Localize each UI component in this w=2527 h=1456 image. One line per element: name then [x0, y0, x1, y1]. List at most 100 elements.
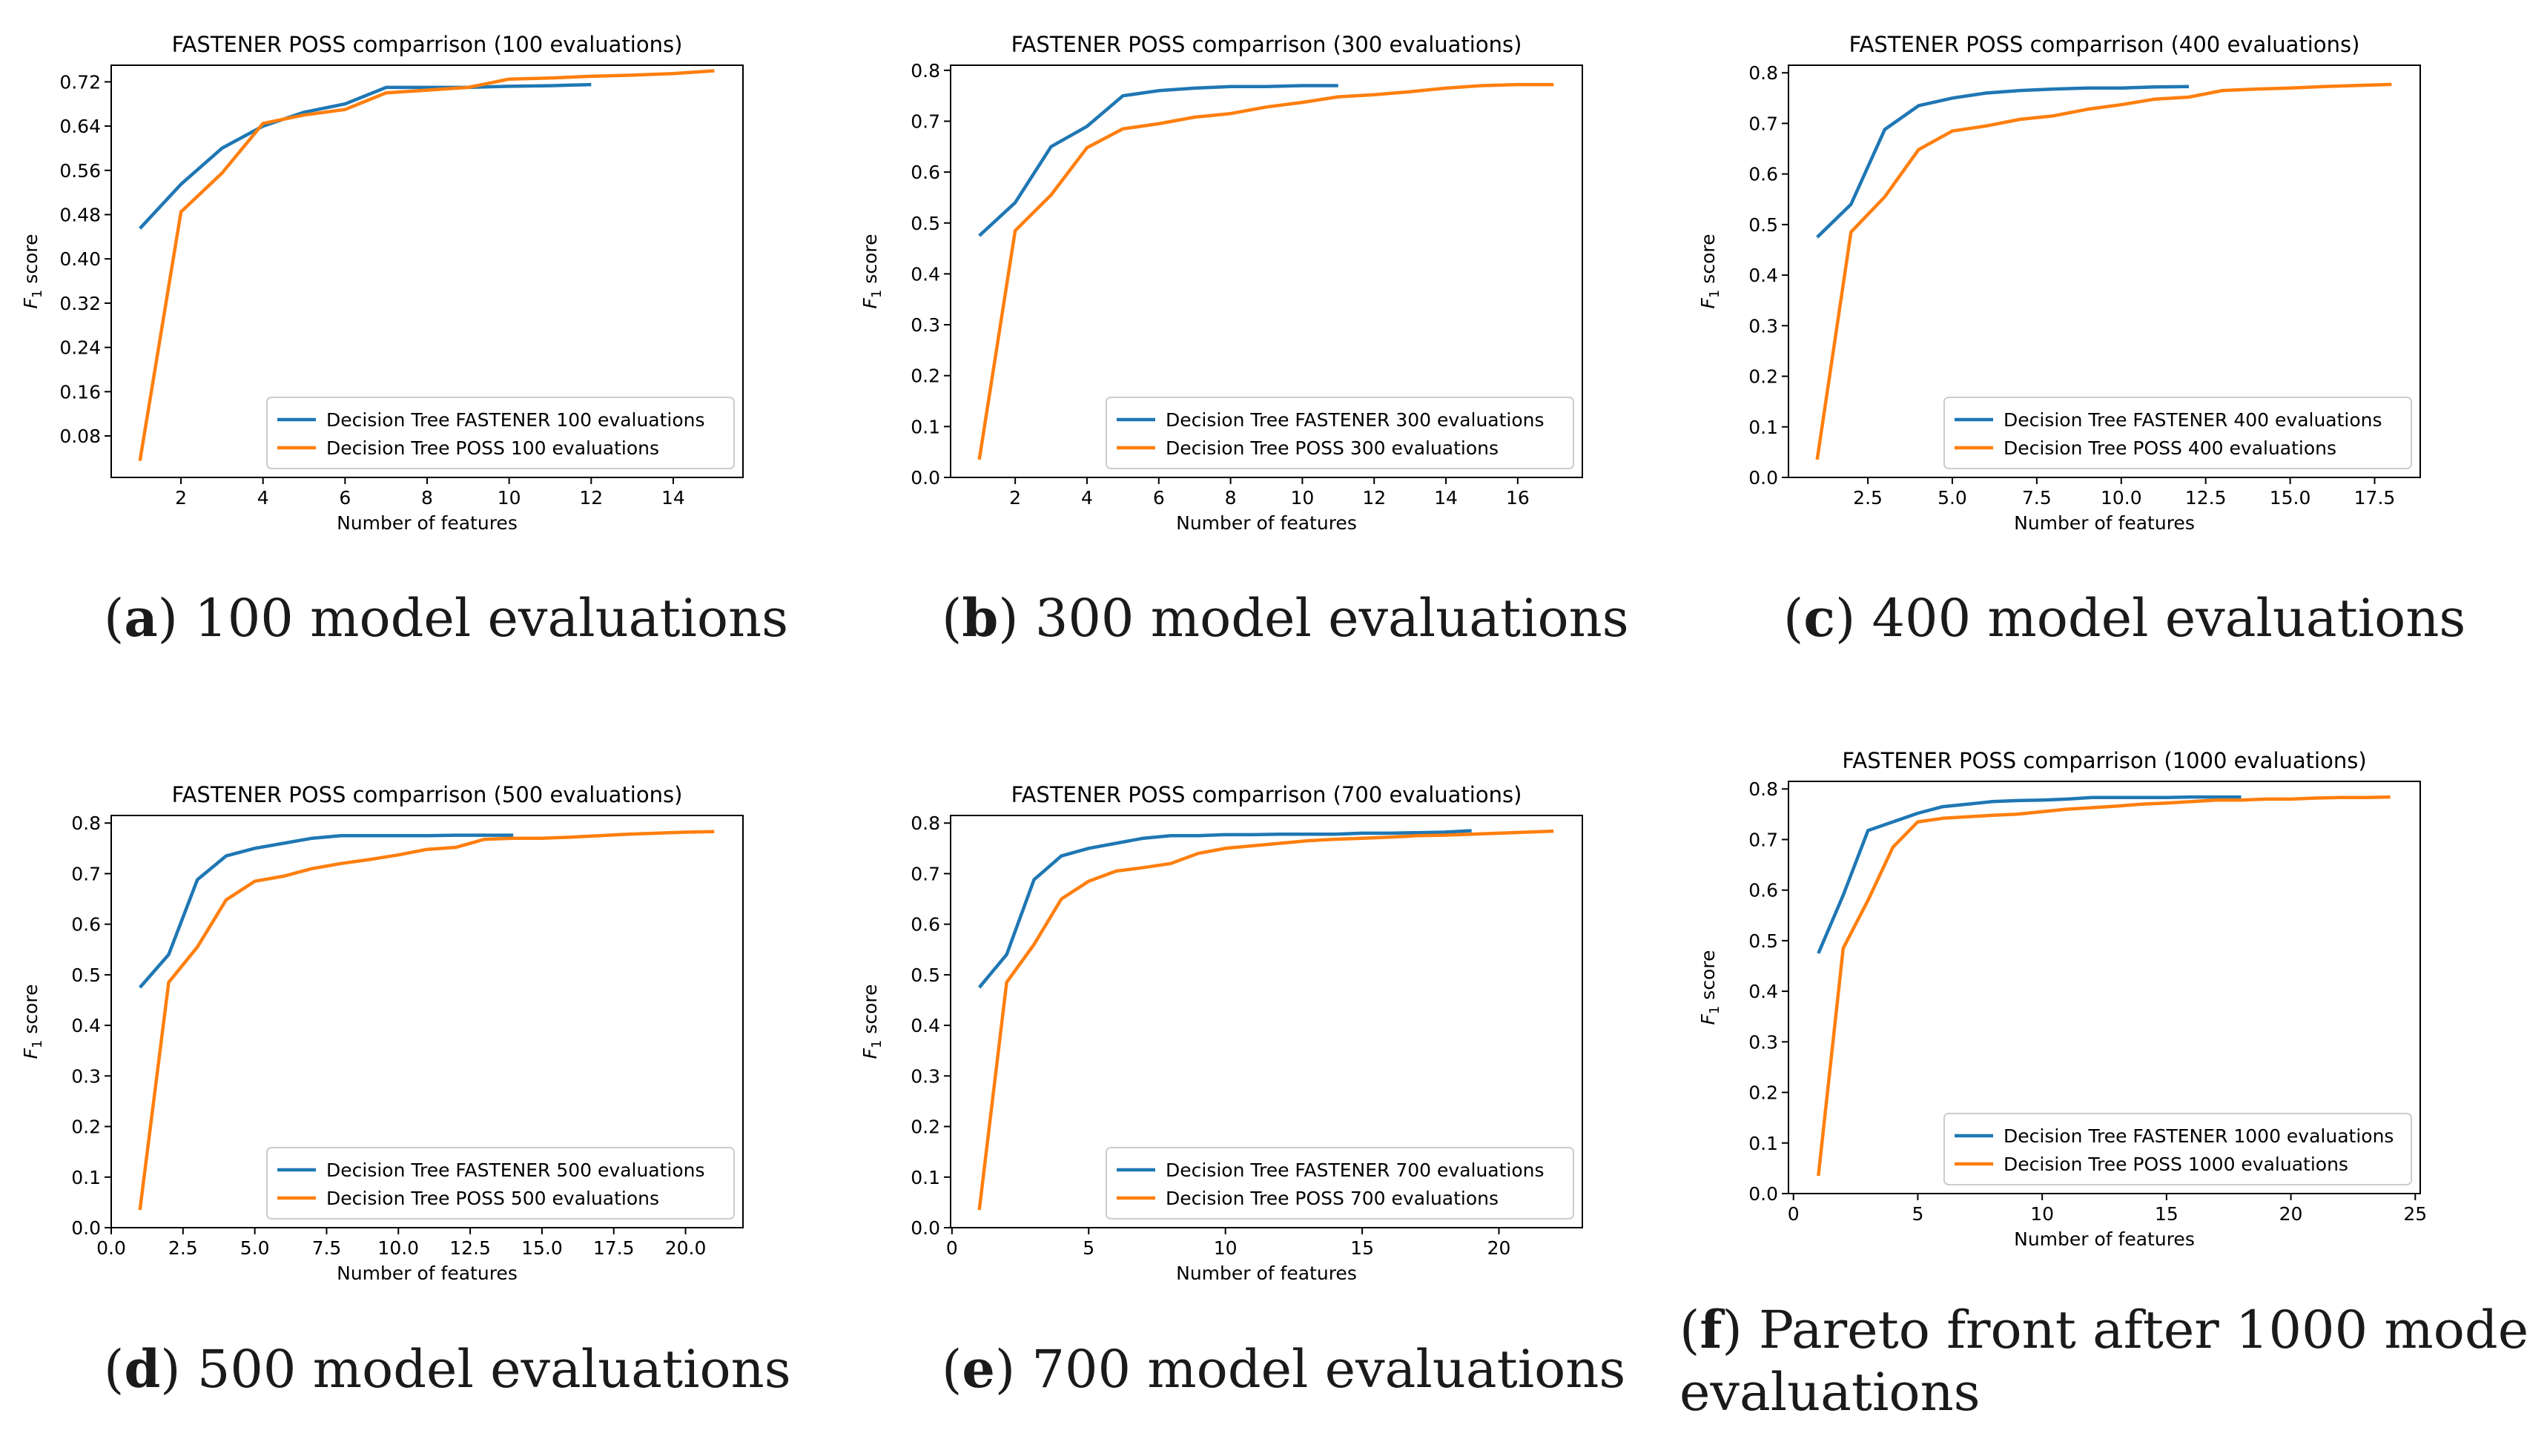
chart-title: FASTENER POSS comparrison (500 evaluatio…	[172, 782, 683, 807]
x-tick-label: 14	[661, 487, 685, 509]
x-axis-label: Number of features	[2014, 512, 2195, 534]
caption-b: (b) 300 model evaluations	[942, 587, 1629, 649]
y-tick-label: 0.2	[911, 365, 940, 387]
y-tick-label: 0.7	[911, 111, 940, 133]
x-tick-label: 4	[1081, 487, 1093, 509]
y-tick-label: 0.7	[911, 863, 940, 884]
y-tick-label: 0.32	[59, 293, 101, 314]
series-line-poss	[977, 82, 1554, 460]
legend-box	[1106, 397, 1574, 469]
y-label-f: F	[1697, 1013, 1719, 1025]
y-label-rest: score	[1697, 234, 1719, 290]
y-tick-label: 0.1	[71, 1167, 101, 1188]
y-tick-label: 0.7	[1748, 829, 1778, 850]
legend-label: Decision Tree FASTENER 400 evaluations	[2004, 409, 2382, 431]
y-label-f: F	[20, 1048, 42, 1059]
x-tick-label: 2	[175, 487, 187, 509]
x-axis-label: Number of features	[1176, 512, 1357, 534]
x-tick-label: 25	[2403, 1203, 2427, 1225]
x-tick-label: 16	[1506, 487, 1530, 509]
y-tick-label: 0.5	[911, 213, 940, 234]
x-tick-label: 10.0	[377, 1237, 419, 1259]
chart-title: FASTENER POSS comparrison (1000 evaluati…	[1842, 748, 2366, 773]
y-tick-label: 0.48	[59, 205, 101, 226]
x-tick-label: 10	[1214, 1237, 1238, 1259]
y-label-subscript: 1	[1707, 290, 1722, 298]
y-tick-label: 0.6	[911, 162, 940, 183]
legend-label: Decision Tree FASTENER 700 evaluations	[1166, 1159, 1545, 1181]
x-tick-label: 2.5	[1853, 487, 1883, 509]
y-tick-label: 0.3	[1748, 1031, 1778, 1053]
y-tick-label: 0.2	[1748, 1082, 1778, 1104]
y-tick-label: 0.5	[1748, 214, 1778, 236]
chart-title: FASTENER POSS comparrison (300 evaluatio…	[1011, 32, 1522, 57]
legend-box	[1106, 1147, 1574, 1220]
x-tick-label: 15.0	[521, 1237, 563, 1259]
legend: Decision Tree FASTENER 300 evaluations De…	[1106, 397, 1574, 469]
series-line-poss	[138, 830, 715, 1211]
y-tick-label: 0.2	[71, 1116, 101, 1138]
series-line-poss	[138, 69, 715, 461]
y-label-subscript: 1	[30, 290, 45, 298]
y-tick-label: 0.8	[911, 813, 940, 834]
x-tick-label: 10	[2030, 1203, 2054, 1225]
series-line-poss	[977, 829, 1554, 1211]
legend-box	[1943, 397, 2412, 469]
x-tick-label: 12.5	[449, 1237, 491, 1259]
x-tick-label: 10	[1291, 487, 1315, 509]
y-tick-label: 0.16	[59, 381, 101, 403]
x-tick-label: 7.5	[2022, 487, 2052, 509]
y-tick-label: 0.0	[911, 1217, 940, 1239]
y-tick-label: 0.4	[911, 263, 940, 285]
y-tick-label: 0.0	[1748, 467, 1778, 489]
x-tick-label: 0	[1788, 1203, 1800, 1225]
series-line-fastener	[139, 833, 514, 989]
y-label-subscript: 1	[30, 1040, 45, 1048]
x-axis-label: Number of features	[337, 1263, 518, 1284]
y-label-subscript: 1	[1707, 1006, 1722, 1014]
plot-frame	[950, 815, 1583, 1228]
legend-box	[266, 397, 735, 469]
chart-title: FASTENER POSS comparrison (700 evaluatio…	[1011, 782, 1522, 807]
series-line-fastener	[978, 84, 1338, 237]
y-tick-label: 0.3	[911, 314, 940, 336]
y-tick-label: 0.4	[71, 1015, 101, 1036]
chart-panel-b: FASTENER POSS comparrison (300 evaluatio…	[859, 32, 1583, 534]
y-tick-label: 0.1	[911, 1167, 940, 1188]
chart-title: FASTENER POSS comparrison (400 evaluatio…	[1849, 32, 2360, 57]
y-tick-label: 0.2	[911, 1116, 940, 1138]
chart-panel-f: FASTENER POSS comparrison (1000 evaluati…	[1697, 748, 2427, 1250]
x-tick-label: 10.0	[2101, 487, 2142, 509]
x-axis-label: Number of features	[2014, 1228, 2195, 1250]
y-tick-label: 0.72	[59, 71, 101, 93]
y-tick-label: 0.4	[1748, 981, 1778, 1002]
series-line-fastener	[1816, 85, 2189, 239]
y-tick-label: 0.64	[59, 116, 101, 137]
legend-label: Decision Tree FASTENER 500 evaluations	[326, 1159, 705, 1181]
legend-label: Decision Tree POSS 1000 evaluations	[2004, 1154, 2348, 1175]
legend-label: Decision Tree POSS 500 evaluations	[326, 1188, 659, 1209]
y-tick-label: 0.6	[71, 914, 101, 936]
y-tick-label: 0.6	[1748, 164, 1778, 185]
y-axis-label: F1 score	[859, 234, 885, 309]
x-tick-label: 7.5	[312, 1237, 342, 1259]
x-tick-label: 5.0	[1938, 487, 1967, 509]
legend: Decision Tree FASTENER 1000 evaluations D…	[1943, 1113, 2412, 1185]
chart-panel-d: FASTENER POSS comparrison (500 evaluatio…	[20, 782, 744, 1284]
legend-label: Decision Tree POSS 400 evaluations	[2004, 437, 2336, 459]
y-tick-label: 0.3	[71, 1065, 101, 1087]
y-tick-label: 0.0	[1748, 1183, 1778, 1205]
y-tick-label: 0.7	[1748, 113, 1778, 134]
y-tick-label: 0.24	[59, 337, 101, 359]
caption-d: (d) 500 model evaluations	[104, 1338, 791, 1400]
series-line-poss	[1815, 82, 2392, 460]
x-tick-label: 5	[1083, 1237, 1094, 1259]
y-label-f: F	[859, 297, 881, 308]
y-tick-label: 0.8	[71, 813, 101, 834]
chart-title: FASTENER POSS comparrison (100 evaluatio…	[172, 32, 683, 57]
y-tick-label: 0.1	[1748, 417, 1778, 438]
x-tick-label: 0	[946, 1237, 958, 1259]
x-tick-label: 17.5	[593, 1237, 635, 1259]
legend: Decision Tree FASTENER 500 evaluations De…	[266, 1147, 735, 1220]
